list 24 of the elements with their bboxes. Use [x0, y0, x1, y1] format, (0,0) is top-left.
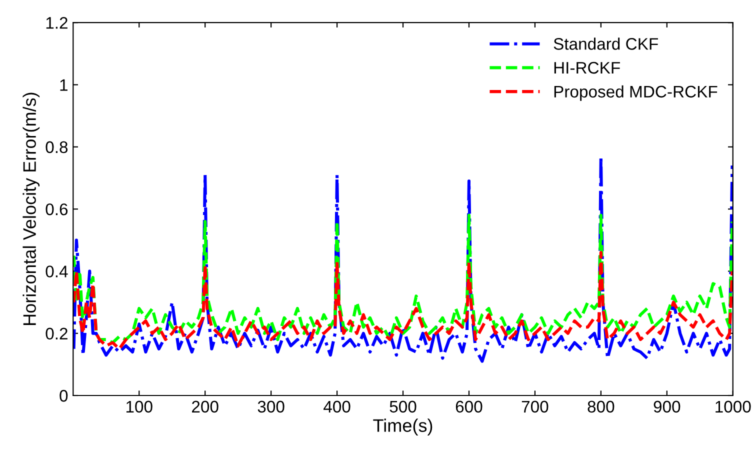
x-tick-label: 200: [192, 400, 218, 413]
x-axis-title: Time(s): [373, 418, 432, 436]
x-tick-label: 1000: [716, 400, 751, 413]
x-tick-label: 300: [258, 400, 284, 413]
y-tick-label: 1.2: [46, 17, 68, 29]
x-tick-label: 800: [588, 400, 614, 413]
y-tick-label: 0.2: [46, 328, 68, 340]
y-tick-label: 1: [60, 79, 68, 91]
y-tick-label: 0.4: [46, 266, 68, 278]
x-tick-label: 900: [654, 400, 680, 413]
y-axis-title: Horizontal Velocity Error(m/s): [22, 92, 40, 325]
x-tick-label: 100: [126, 400, 152, 413]
legend-label: Standard CKF: [554, 38, 658, 50]
x-tick-label: 700: [522, 400, 548, 413]
y-tick-label: 0.6: [46, 203, 68, 216]
y-tick-label: 0.8: [46, 141, 68, 154]
line-series: [73, 251, 733, 350]
legend-label: HI-RCKF: [554, 62, 620, 74]
x-tick-label: 500: [390, 400, 416, 413]
legend-label: Proposed MDC-RCKF: [554, 85, 718, 101]
y-tick-label: 0: [60, 390, 68, 402]
line-series: [73, 214, 733, 344]
x-tick-label: 600: [456, 400, 482, 413]
x-tick-label: 400: [324, 400, 350, 413]
